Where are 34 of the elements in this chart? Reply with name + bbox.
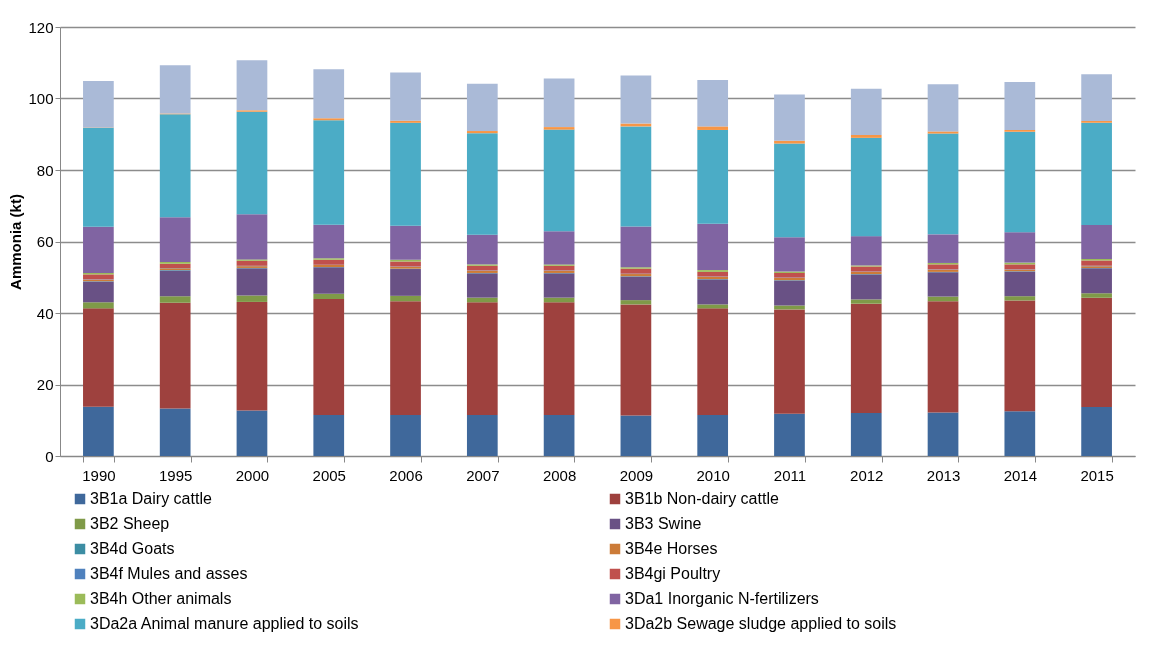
x-tick-label: 2000	[235, 466, 270, 484]
legend-label: 3B1b Non-dairy cattle	[625, 490, 779, 507]
legend-label: 3Da2b Sewage sludge applied to soils	[625, 615, 897, 632]
x-tick-label: 2011	[773, 466, 807, 484]
x-tick-label: 2012	[850, 466, 884, 484]
legend-label: 3B4h Other animals	[90, 590, 232, 607]
x-tick-label: 2013	[926, 466, 961, 484]
x-tick-label: 2006	[389, 466, 423, 484]
x-tick-label: 2010	[696, 466, 730, 484]
legend-label: 3B4e Horses	[625, 540, 718, 557]
legend-label: 3B1a Dairy cattle	[90, 490, 212, 507]
y-tick-label: 100	[28, 90, 54, 107]
x-tick-label: 1995	[158, 466, 193, 484]
x-tick-label: 2009	[619, 466, 654, 484]
x-tick-label: 2008	[542, 466, 577, 484]
x-tick-label: 2007	[466, 466, 500, 484]
legend-label: 3B2 Sheep	[90, 515, 170, 532]
legend-label: 3B4f Mules and asses	[90, 565, 248, 582]
legend-label: 3Da2a Animal manure applied to soils	[90, 615, 359, 632]
y-axis-title: Ammonia (kt)	[7, 194, 25, 290]
x-tick-label: 2014	[1003, 466, 1038, 484]
legend-label: 3B3 Swine	[625, 515, 702, 532]
y-tick-label: 60	[36, 233, 54, 250]
y-tick-label: 40	[36, 304, 54, 322]
y-tick-label: 20	[36, 376, 54, 393]
x-tick-label: 2015	[1080, 466, 1114, 484]
legend-label: 3B4d Goats	[90, 540, 175, 557]
y-tick-label: 80	[36, 161, 54, 179]
legend-label: 3B4gi Poultry	[625, 565, 721, 582]
x-tick-label: 1990	[82, 466, 116, 484]
y-tick-label: 120	[28, 18, 54, 36]
legend-label: 3Da1 Inorganic N-fertilizers	[625, 590, 819, 607]
y-tick-label: 0	[45, 447, 54, 465]
x-tick-label: 2005	[312, 466, 346, 484]
